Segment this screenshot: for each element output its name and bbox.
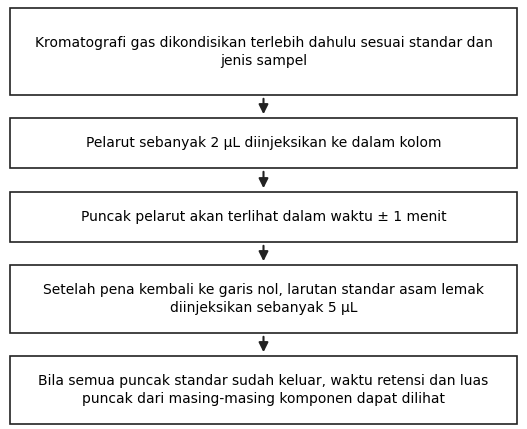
Text: Kromatografi gas dikondisikan terlebih dahulu sesuai standar dan: Kromatografi gas dikondisikan terlebih d…	[35, 36, 492, 49]
Bar	[10, 192, 517, 242]
Bar	[10, 118, 517, 168]
Text: Setelah pena kembali ke garis nol, larutan standar asam lemak: Setelah pena kembali ke garis nol, larut…	[43, 283, 484, 297]
Text: jenis sampel: jenis sampel	[220, 54, 307, 67]
Text: diinjeksikan sebanyak 5 μL: diinjeksikan sebanyak 5 μL	[170, 301, 357, 315]
Text: Bila semua puncak standar sudah keluar, waktu retensi dan luas: Bila semua puncak standar sudah keluar, …	[38, 374, 489, 388]
Text: puncak dari masing-masing komponen dapat dilihat: puncak dari masing-masing komponen dapat…	[82, 392, 445, 406]
Bar	[10, 356, 517, 424]
Bar	[10, 8, 517, 95]
Text: Pelarut sebanyak 2 μL diinjeksikan ke dalam kolom: Pelarut sebanyak 2 μL diinjeksikan ke da…	[86, 136, 441, 150]
Text: Puncak pelarut akan terlihat dalam waktu ± 1 menit: Puncak pelarut akan terlihat dalam waktu…	[81, 210, 446, 224]
Bar	[10, 265, 517, 333]
